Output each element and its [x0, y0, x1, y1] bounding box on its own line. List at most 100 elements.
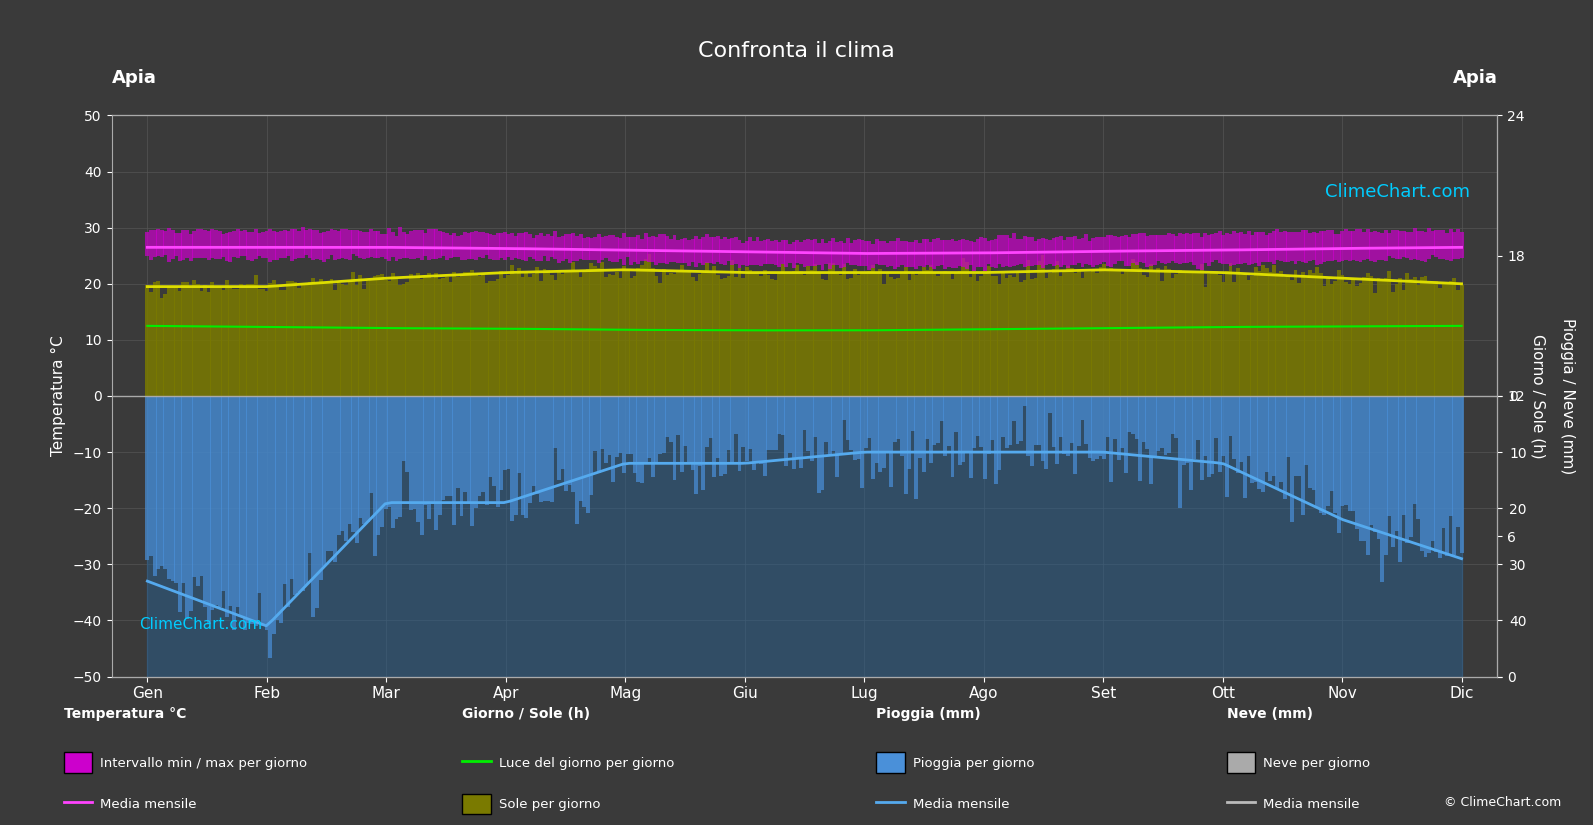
Y-axis label: Pioggia / Neve (mm): Pioggia / Neve (mm) [1561, 318, 1575, 474]
Bar [726, 276, 731, 396]
Bar [567, 234, 572, 263]
Bar [159, 396, 164, 566]
Bar [871, 396, 875, 478]
Bar [1319, 231, 1322, 263]
Bar [1182, 396, 1185, 465]
Bar [1000, 396, 1005, 437]
Bar [626, 237, 629, 257]
Bar [824, 280, 828, 396]
Bar [225, 233, 229, 261]
Bar [561, 396, 564, 469]
Bar [572, 233, 575, 262]
Bar [1059, 276, 1063, 396]
Bar [221, 233, 225, 257]
Bar [499, 396, 503, 490]
Bar [940, 274, 943, 396]
Bar [903, 241, 908, 266]
Bar [886, 273, 889, 396]
Bar [774, 396, 777, 450]
Bar [626, 271, 629, 396]
Bar [1012, 277, 1016, 396]
Bar [427, 229, 432, 260]
Bar [535, 234, 540, 262]
Bar [777, 396, 781, 434]
Bar [1074, 396, 1077, 474]
Bar [543, 269, 546, 396]
Bar [315, 282, 319, 396]
Bar [820, 396, 825, 490]
Bar [322, 233, 327, 262]
Bar [489, 396, 492, 477]
Bar [358, 396, 362, 517]
Bar [452, 233, 456, 257]
Bar [755, 396, 760, 463]
Bar [535, 396, 540, 494]
Bar [307, 282, 312, 396]
Bar [1015, 396, 1020, 444]
Bar [441, 396, 446, 500]
Bar [1340, 275, 1344, 396]
Bar [204, 396, 207, 607]
Bar [1322, 396, 1327, 515]
Bar [1243, 396, 1247, 497]
Bar [1217, 275, 1222, 396]
Bar [695, 280, 698, 396]
Bar [1139, 268, 1142, 396]
Bar [1268, 233, 1273, 262]
Bar [1225, 271, 1228, 396]
Bar [1431, 281, 1435, 396]
Bar [1228, 396, 1233, 436]
Bar [906, 280, 911, 396]
Bar [1000, 235, 1005, 267]
Bar [449, 282, 452, 396]
Bar [903, 267, 908, 396]
Bar [336, 231, 341, 259]
Bar [763, 270, 766, 396]
Bar [1160, 235, 1164, 263]
Bar [578, 396, 583, 501]
Bar [1416, 396, 1421, 519]
Bar [199, 229, 204, 258]
Bar [1185, 233, 1188, 262]
Bar [1410, 280, 1413, 396]
Bar [1402, 231, 1405, 257]
Bar [1388, 233, 1391, 256]
Bar [499, 233, 503, 258]
Bar [1316, 266, 1319, 396]
Bar [1080, 396, 1085, 420]
Bar [857, 275, 860, 396]
Bar [886, 243, 889, 266]
Bar [261, 396, 264, 626]
Bar [521, 233, 524, 261]
Bar [911, 242, 914, 267]
Bar [607, 274, 612, 396]
Bar [1236, 396, 1239, 474]
Bar [449, 234, 452, 257]
Bar [358, 231, 362, 257]
Bar [991, 276, 994, 396]
Bar [264, 291, 269, 396]
Bar [583, 270, 586, 396]
Bar [503, 232, 507, 260]
Bar [1008, 396, 1012, 446]
Bar [1373, 231, 1376, 262]
Bar [1231, 281, 1236, 396]
Bar [1163, 266, 1168, 396]
Bar [983, 271, 988, 396]
Bar [1117, 237, 1120, 262]
Bar [344, 285, 347, 396]
Bar [558, 237, 561, 262]
Bar [1456, 290, 1459, 396]
Bar [258, 289, 261, 396]
Text: ClimeChart.com: ClimeChart.com [1325, 183, 1470, 200]
Bar [734, 396, 738, 434]
Bar [1424, 232, 1427, 262]
Bar [427, 273, 432, 396]
Bar [268, 283, 272, 396]
Bar [561, 235, 564, 261]
Bar [1055, 262, 1059, 396]
Bar [1445, 396, 1450, 556]
Bar [918, 243, 922, 266]
Bar [1438, 288, 1442, 396]
Bar [903, 396, 908, 494]
